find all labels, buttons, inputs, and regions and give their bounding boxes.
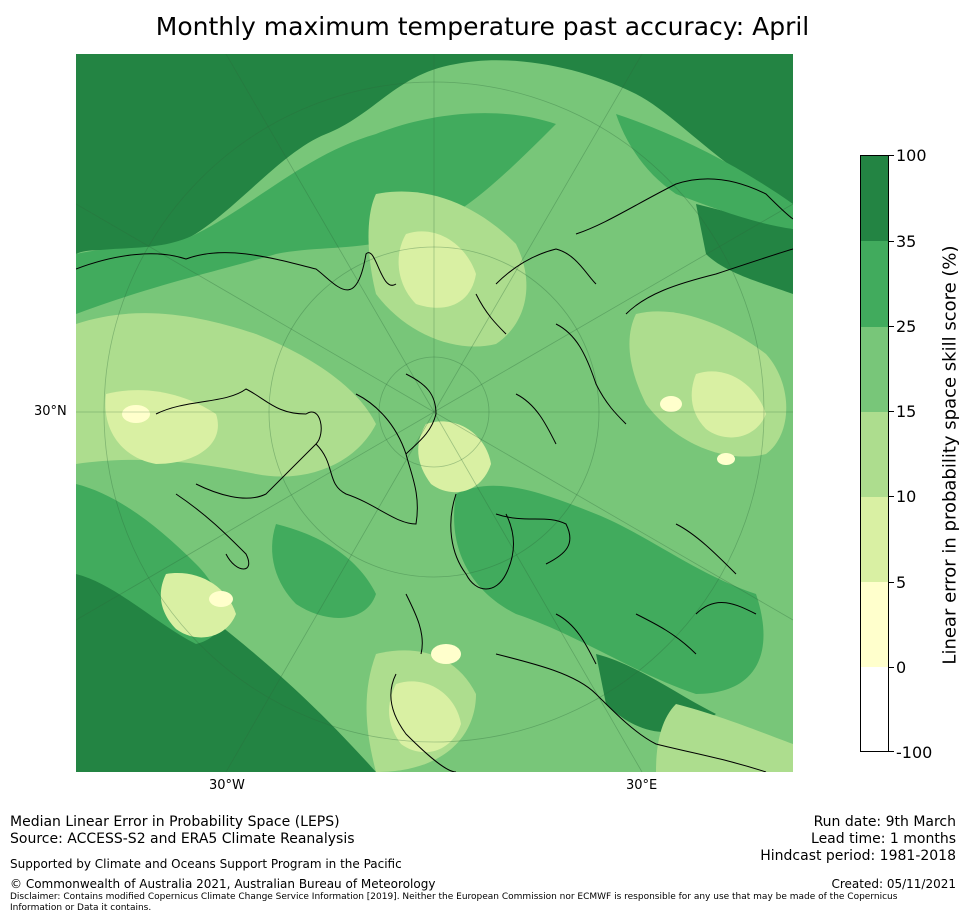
skill-zone-very-low [691,371,766,438]
colorbar-tick-label: 35 [896,232,917,251]
colorbar-tick [889,667,894,668]
skill-zone-negligible [122,405,150,423]
colorbar-tick-label: -100 [896,743,933,762]
footer-support: Supported by Climate and Oceans Support … [10,857,402,871]
longitude-label: 30°E [626,778,658,793]
colorbar-bin [861,156,888,241]
skill-zone-negligible [660,396,682,412]
colorbar-tick [889,155,894,156]
skill-zone-negligible [431,644,461,664]
colorbar-tick [889,326,894,327]
colorbar-tick [889,241,894,242]
skill-zone-high [76,54,793,254]
skill-zone-medium-high [616,114,793,229]
colorbar-tick [889,751,894,752]
colorbar-bin [861,412,888,497]
colorbar-tick-label: 100 [896,146,927,165]
longitude-label: 30°W [209,778,245,793]
chart-title: Monthly maximum temperature past accurac… [155,12,810,41]
skill-zone-medium-high [76,113,556,314]
colorbar-bin [861,241,888,327]
colorbar-bin [861,582,888,667]
footer-disclaimer-cont: Information or Data it contains. [10,903,152,913]
colorbar-tick-label: 10 [896,487,917,506]
skill-zone-very-low [160,573,236,638]
colorbar-tick [889,582,894,583]
colorbar-tick-label: 0 [896,658,907,677]
colorbar-tick-label: 5 [896,573,907,592]
colorbar-title: Linear error in probability space skill … [939,245,961,665]
graticule [76,54,793,772]
colorbar-tick [889,496,894,497]
lead-time: Lead time: 1 months [811,831,956,847]
skill-zone-very-low [398,231,476,308]
footer-source: Source: ACCESS-S2 and ERA5 Climate Reana… [10,831,355,847]
created-date: Created: 05/11/2021 [831,877,956,891]
skill-zone-medium-high [454,485,764,694]
run-date: Run date: 9th March [813,814,956,830]
latitude-label: 30°N [34,404,67,419]
skill-zone-low [656,704,793,772]
skill-zone-very-low [418,421,491,493]
colorbar [860,155,889,752]
footer-copyright: © Commonwealth of Australia 2021, Austra… [10,877,436,891]
footer-method: Median Linear Error in Probability Space… [10,814,340,830]
skill-zone-negligible [717,453,735,465]
skill-zone-medium-high [272,524,376,618]
colorbar-bin [861,497,888,582]
colorbar-tick-label: 25 [896,317,917,336]
colorbar-tick [889,411,894,412]
skill-zone-negligible [209,591,233,607]
coastlines [76,178,793,772]
skill-zone-high [696,204,793,294]
footer-disclaimer: Disclaimer: Contains modified Copernicus… [10,892,898,902]
colorbar-bin [861,327,888,412]
map-canvas [76,54,793,772]
skill-map [76,54,793,772]
colorbar-tick-label: 15 [896,402,917,421]
hindcast-period: Hindcast period: 1981-2018 [760,848,956,864]
colorbar-bin [861,667,888,751]
